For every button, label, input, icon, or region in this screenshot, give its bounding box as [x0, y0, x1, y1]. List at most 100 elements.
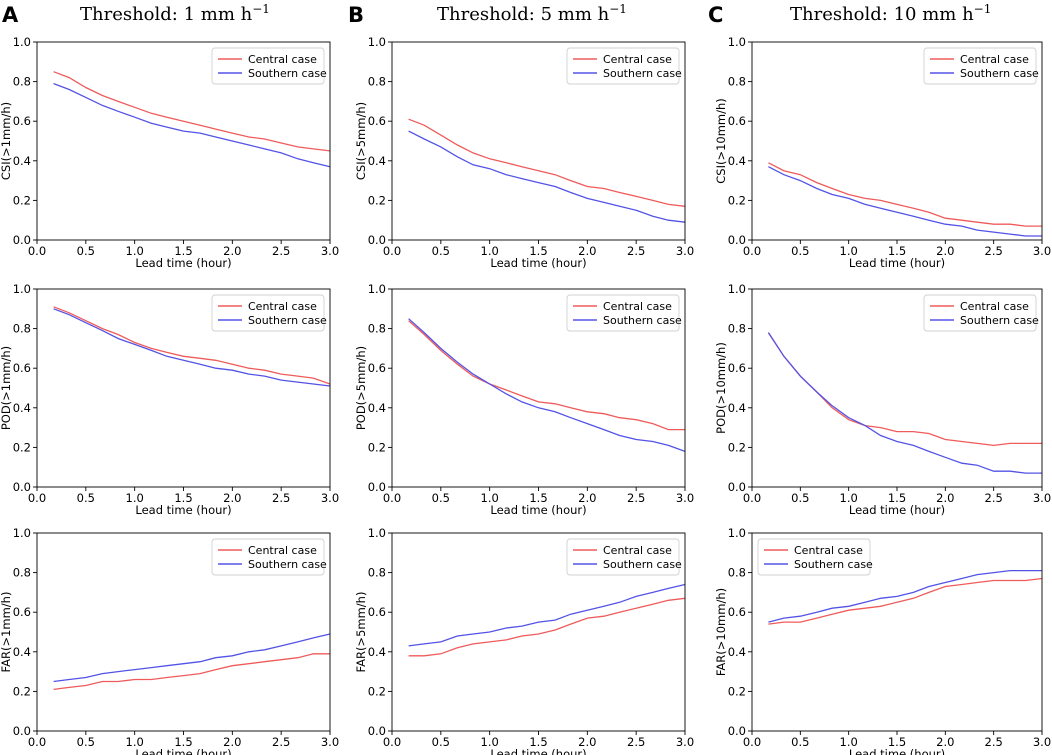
x-tick-label: 2.5 — [985, 491, 1003, 505]
series-line-central — [408, 597, 686, 657]
x-tick-label: 1.0 — [481, 735, 499, 749]
legend-label-central: Central case — [248, 300, 317, 313]
legend-label-central: Central case — [248, 544, 317, 557]
y-axis-label: POD(>1mm/h) — [0, 346, 13, 430]
x-tick-label: 0.0 — [28, 491, 46, 505]
legend-label-southern: Southern case — [603, 558, 682, 571]
chart-far-10: 0.0 0.5 1.0 1.5 2.0 2.5 3.00.00.20.40.60.81.0L… — [714, 526, 1051, 755]
y-tick-label: 0.0 — [728, 724, 746, 738]
y-tick-label: 1.0 — [728, 282, 746, 296]
legend-box — [566, 538, 680, 576]
y-tick-label: 0.4 — [368, 645, 386, 659]
y-tick-label: 0.6 — [13, 605, 31, 619]
series-line-central — [53, 653, 330, 691]
y-tick-label: 0.8 — [368, 566, 386, 580]
x-tick-label: 3.0 — [676, 491, 694, 505]
y-tick-label: 0.2 — [13, 193, 31, 207]
x-tick-label: 2.0 — [936, 244, 954, 258]
legend-label-southern: Southern case — [248, 67, 327, 80]
x-tick-label: 2.5 — [985, 244, 1003, 258]
legend-box — [566, 47, 680, 85]
legend-box — [566, 294, 680, 332]
column-title-b: Threshold: 5 mm h−1 — [437, 2, 627, 25]
x-tick-label: 0.5 — [791, 735, 809, 749]
x-tick-label: 1.5 — [529, 244, 547, 258]
x-tick-label: 3.0 — [1033, 491, 1051, 505]
legend-label-southern: Southern case — [603, 314, 682, 327]
legend-label-central: Central case — [960, 53, 1029, 66]
y-tick-label: 0.2 — [728, 684, 746, 698]
x-tick-label: 1.0 — [840, 735, 858, 749]
x-axis-label: Lead time (hour) — [490, 503, 586, 517]
legend-box — [757, 538, 871, 576]
y-tick-label: 0.4 — [728, 645, 746, 659]
y-tick-label: 1.0 — [13, 526, 31, 540]
x-tick-label: 1.0 — [126, 735, 144, 749]
legend-label-central: Central case — [794, 544, 863, 557]
legend-label-central: Central case — [603, 544, 672, 557]
y-axis-label: CSI(>5mm/h) — [354, 102, 368, 180]
panel-letter-c: C — [708, 3, 723, 27]
series-line-southern — [53, 633, 331, 683]
x-tick-label: 2.0 — [936, 735, 954, 749]
x-tick-label: 2.5 — [627, 735, 645, 749]
x-tick-label: 1.0 — [126, 491, 144, 505]
y-tick-label: 0.0 — [368, 480, 386, 494]
y-axis-label: FAR(>5mm/h) — [354, 592, 368, 673]
y-tick-label: 1.0 — [368, 526, 386, 540]
x-axis-label: Lead time (hour) — [849, 503, 945, 517]
x-tick-label: 0.5 — [791, 244, 809, 258]
column-header-c: C Threshold: 10 mm h−1 — [708, 2, 991, 27]
y-tick-label: 0.8 — [13, 75, 31, 89]
x-tick-label: 1.0 — [840, 491, 858, 505]
y-tick-label: 0.0 — [13, 480, 31, 494]
chart-pod-5: 0.0 0.5 1.0 1.5 2.0 2.5 3.00.00.20.40.60.81.0L… — [354, 282, 694, 517]
y-tick-label: 0.2 — [13, 440, 31, 454]
x-tick-label: 2.5 — [627, 244, 645, 258]
x-tick-label: 3.0 — [321, 491, 339, 505]
chart-csi-5: 0.0 0.5 1.0 1.5 2.0 2.5 3.00.00.20.40.60.81.0L… — [354, 35, 694, 270]
legend-box — [211, 538, 325, 576]
x-tick-label: 2.0 — [223, 244, 241, 258]
series-line-central — [408, 118, 686, 207]
y-tick-label: 0.2 — [728, 440, 746, 454]
x-tick-label: 0.5 — [77, 244, 95, 258]
x-tick-label: 1.5 — [174, 244, 192, 258]
y-tick-label: 0.0 — [728, 233, 746, 247]
chart-pod-10: 0.0 0.5 1.0 1.5 2.0 2.5 3.00.00.20.40.60.81.0L… — [714, 282, 1051, 517]
x-tick-label: 2.0 — [223, 491, 241, 505]
x-axis-label: Lead time (hour) — [135, 747, 231, 755]
chart-far-1: 0.0 0.5 1.0 1.5 2.0 2.5 3.00.00.20.40.60.81.0L… — [0, 526, 339, 755]
legend-box — [211, 294, 325, 332]
x-tick-label: 0.5 — [432, 491, 450, 505]
x-tick-label: 0.5 — [791, 491, 809, 505]
x-tick-label: 0.0 — [28, 735, 46, 749]
x-tick-label: 2.5 — [272, 244, 290, 258]
x-tick-label: 2.0 — [223, 735, 241, 749]
y-axis-label: CSI(>1mm/h) — [0, 102, 13, 180]
y-tick-label: 0.4 — [368, 401, 386, 415]
series-line-central — [768, 577, 1043, 625]
x-tick-label: 0.0 — [383, 735, 401, 749]
y-tick-label: 1.0 — [368, 35, 386, 49]
y-tick-label: 1.0 — [368, 282, 386, 296]
y-tick-label: 0.6 — [368, 114, 386, 128]
panel-letter-b: B — [348, 3, 364, 27]
y-tick-label: 0.2 — [728, 193, 746, 207]
x-tick-label: 0.0 — [383, 244, 401, 258]
x-tick-label: 0.5 — [432, 244, 450, 258]
legend-label-southern: Southern case — [603, 67, 682, 80]
y-tick-label: 0.4 — [13, 401, 31, 415]
x-tick-label: 1.0 — [481, 491, 499, 505]
legend-box — [923, 294, 1037, 332]
legend-label-central: Central case — [603, 53, 672, 66]
x-tick-label: 1.5 — [529, 735, 547, 749]
legend-label-southern: Southern case — [248, 314, 327, 327]
y-tick-label: 0.8 — [368, 322, 386, 336]
x-tick-label: 2.0 — [578, 491, 596, 505]
